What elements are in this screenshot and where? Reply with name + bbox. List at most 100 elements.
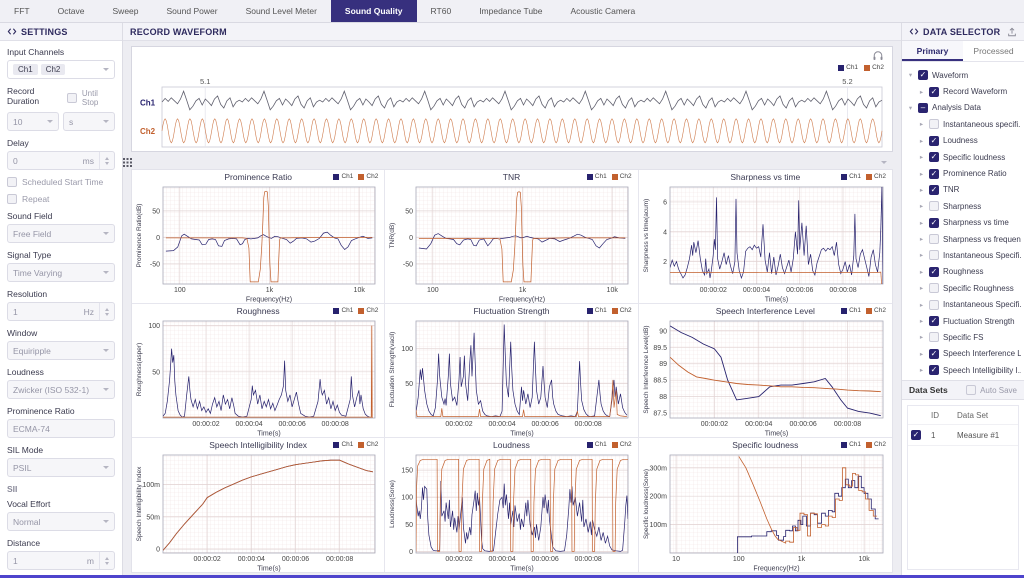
chart-plot[interactable]: -50 0 50 100 1k 10k Frequency(Hz) Prominence Ra… — [134, 184, 382, 303]
tree-checkbox-specific-roughness[interactable] — [929, 283, 939, 294]
scheduled-start-time-checkbox[interactable] — [7, 177, 17, 187]
auto-save-toggle[interactable]: Auto Save — [966, 385, 1017, 396]
tree-checkbox-instantaneous-specifi[interactable] — [929, 250, 939, 261]
stepper-arrows[interactable] — [99, 303, 109, 320]
tree-checkbox-specific-loudness[interactable]: ✓ — [929, 152, 939, 163]
prominence-ratio-input[interactable]: ECMA-74 — [7, 419, 115, 438]
tree-item-prominence-ratio[interactable]: ▸ ✓ Prominence Ratio — [905, 165, 1021, 181]
tree-item-instantaneous-specifi[interactable]: ▸ Instantaneous Specifi... — [905, 296, 1021, 312]
chevron-right-icon[interactable]: ▸ — [919, 154, 924, 162]
tree-checkbox-speech-interference-l[interactable]: ✓ — [929, 348, 939, 359]
data-selector-tab-primary[interactable]: Primary — [902, 41, 963, 61]
tree-item-sharpness-vs-frequency[interactable]: ▸ Sharpness vs frequency — [905, 231, 1021, 247]
tab-acoustic-camera[interactable]: Acoustic Camera — [570, 6, 636, 16]
tree-item-roughness[interactable]: ▸ ✓ Roughness — [905, 264, 1021, 280]
chevron-right-icon[interactable]: ▸ — [919, 285, 924, 293]
tab-sound-power[interactable]: Sound Power — [166, 6, 218, 16]
tree-checkbox-speech-intelligibility-i[interactable]: ✓ — [929, 365, 939, 376]
loudness-select[interactable]: Zwicker (ISO 532-1) — [7, 380, 115, 399]
tree-checkbox-record-waveform[interactable]: ✓ — [929, 86, 939, 97]
channel-chip-ch1[interactable]: Ch1 — [13, 64, 38, 75]
delay-input[interactable]: 0 ms — [7, 151, 115, 170]
data-selector-tab-processed[interactable]: Processed — [973, 46, 1014, 56]
tree-item-tnr[interactable]: ▸ ✓ TNR — [905, 182, 1021, 198]
signal-type-select[interactable]: Time Varying — [7, 263, 115, 282]
chevron-right-icon[interactable]: ▸ — [919, 88, 924, 96]
chevron-right-icon[interactable]: ▸ — [919, 121, 924, 129]
chart-plot[interactable]: 100m 200m 300m 10 100 1k 10k Frequency(Hz) Speci… — [641, 452, 890, 572]
chevron-down-icon[interactable]: ▾ — [908, 104, 913, 112]
resolution-input[interactable]: 1 Hz — [7, 302, 115, 321]
waveform-plot[interactable]: 5.1 5.2 Ch1 Ch2 — [136, 75, 888, 149]
chart-plot[interactable]: -50 0 50 100 1k 10k Frequency(Hz) TNR(dB) — [387, 184, 635, 303]
tree-checkbox-tnr[interactable]: ✓ — [929, 184, 939, 195]
sil-mode-select[interactable]: PSIL — [7, 458, 115, 477]
tree-item-waveform[interactable]: ▾ ✓ Waveform — [905, 67, 1021, 83]
sound-field-select[interactable]: Free Field — [7, 224, 115, 243]
chevron-right-icon[interactable]: ▸ — [919, 334, 924, 342]
tree-checkbox-instantaneous-specifi[interactable] — [929, 119, 939, 130]
vocal-effort-select[interactable]: Normal — [7, 512, 115, 531]
tab-impedance-tube[interactable]: Impedance Tube — [479, 6, 543, 16]
tree-item-instantaneous-specifi[interactable]: ▸ Instantaneous Specifi... — [905, 247, 1021, 263]
chart-plot[interactable]: 87.5 88 88.5 89 89.5 90 00:00:02 00:00:04 00:00:… — [641, 318, 890, 437]
chart-plot[interactable]: 50 100 00:00:02 00:00:04 00:00:06 00:00:08 Tim… — [387, 318, 635, 437]
chevron-down-icon[interactable] — [881, 160, 887, 164]
tree-item-record-waveform[interactable]: ▸ ✓ Record Waveform — [905, 83, 1021, 99]
tree-checkbox-specific-fs[interactable] — [929, 332, 939, 343]
tree-checkbox-prominence-ratio[interactable]: ✓ — [929, 168, 939, 179]
tree-checkbox-fluctuation-strength[interactable]: ✓ — [929, 316, 939, 327]
tab-sound-quality[interactable]: Sound Quality — [330, 0, 417, 22]
tree-item-loudness[interactable]: ▸ ✓ Loudness — [905, 133, 1021, 149]
tree-checkbox-instantaneous-specifi[interactable] — [929, 299, 939, 310]
tree-item-speech-intelligibility-i[interactable]: ▸ ✓ Speech Intelligibility I... — [905, 362, 1021, 378]
repeat-option[interactable]: Repeat — [7, 194, 115, 204]
chevron-right-icon[interactable]: ▸ — [919, 186, 924, 194]
until-stop-option[interactable]: Until Stop — [66, 89, 115, 107]
chevron-right-icon[interactable]: ▸ — [919, 367, 924, 375]
chevron-down-icon[interactable]: ▾ — [908, 72, 913, 80]
chevron-right-icon[interactable]: ▸ — [919, 170, 924, 178]
tree-checkbox-sharpness-vs-frequency[interactable] — [929, 234, 939, 245]
chevron-right-icon[interactable]: ▸ — [919, 301, 924, 309]
tab-sound-level-meter[interactable]: Sound Level Meter — [245, 6, 317, 16]
channel-chip-ch2[interactable]: Ch2 — [40, 64, 66, 75]
chevron-right-icon[interactable]: ▸ — [919, 252, 924, 260]
tab-octave[interactable]: Octave — [57, 6, 85, 16]
tree-item-sharpness[interactable]: ▸ Sharpness — [905, 198, 1021, 214]
until-stop-checkbox[interactable] — [66, 92, 77, 103]
tree-checkbox-roughness[interactable]: ✓ — [929, 266, 939, 277]
tree-checkbox-waveform[interactable]: ✓ — [918, 70, 928, 81]
chevron-right-icon[interactable]: ▸ — [919, 268, 924, 276]
tab-sweep[interactable]: Sweep — [112, 6, 139, 16]
tree-item-specific-fs[interactable]: ▸ Specific FS — [905, 329, 1021, 345]
tree-checkbox-sharpness-vs-time[interactable]: ✓ — [929, 217, 939, 228]
chevron-right-icon[interactable]: ▸ — [919, 137, 924, 145]
export-icon[interactable] — [1007, 27, 1017, 37]
tree-item-instantaneous-specifi[interactable]: ▸ Instantaneous specifi... — [905, 116, 1021, 132]
layout-grid-icon[interactable] — [123, 157, 132, 167]
tree-item-speech-interference-l[interactable]: ▸ ✓ Speech Interference L... — [905, 346, 1021, 362]
tree-item-specific-roughness[interactable]: ▸ Specific Roughness — [905, 280, 1021, 296]
chevron-right-icon[interactable]: ▸ — [919, 318, 924, 326]
tab-rt60[interactable]: RT60 — [430, 6, 452, 16]
tree-item-specific-loudness[interactable]: ▸ ✓ Specific loudness — [905, 149, 1021, 165]
chevron-right-icon[interactable]: ▸ — [919, 236, 924, 244]
auto-save-checkbox[interactable] — [966, 385, 977, 396]
stepper-arrows[interactable] — [99, 552, 109, 569]
collapse-panel-icon[interactable] — [7, 27, 17, 36]
chart-plot[interactable]: 0 50 100 150 00:00:02 00:00:04 00:00:06 00:00:0… — [387, 452, 635, 572]
input-channels-select[interactable]: Ch1 Ch2 — [7, 60, 115, 79]
tree-item-analysis-data[interactable]: ▾ – Analysis Data — [905, 100, 1021, 116]
data-set-checkbox[interactable]: ✓ — [911, 430, 921, 441]
repeat-checkbox[interactable] — [7, 194, 17, 204]
chart-plot[interactable]: 0 50m 100m 00:00:02 00:00:04 00:00:06 00:00:08… — [134, 452, 382, 572]
tree-checkbox-loudness[interactable]: ✓ — [929, 135, 939, 146]
stepper-arrows[interactable] — [99, 152, 109, 169]
chevron-right-icon[interactable]: ▸ — [919, 203, 924, 211]
chevron-right-icon[interactable]: ▸ — [919, 219, 924, 227]
record-duration-unit-select[interactable]: s — [63, 112, 115, 131]
tree-checkbox-analysis-data[interactable]: – — [918, 102, 928, 113]
chevron-right-icon[interactable]: ▸ — [919, 350, 924, 358]
